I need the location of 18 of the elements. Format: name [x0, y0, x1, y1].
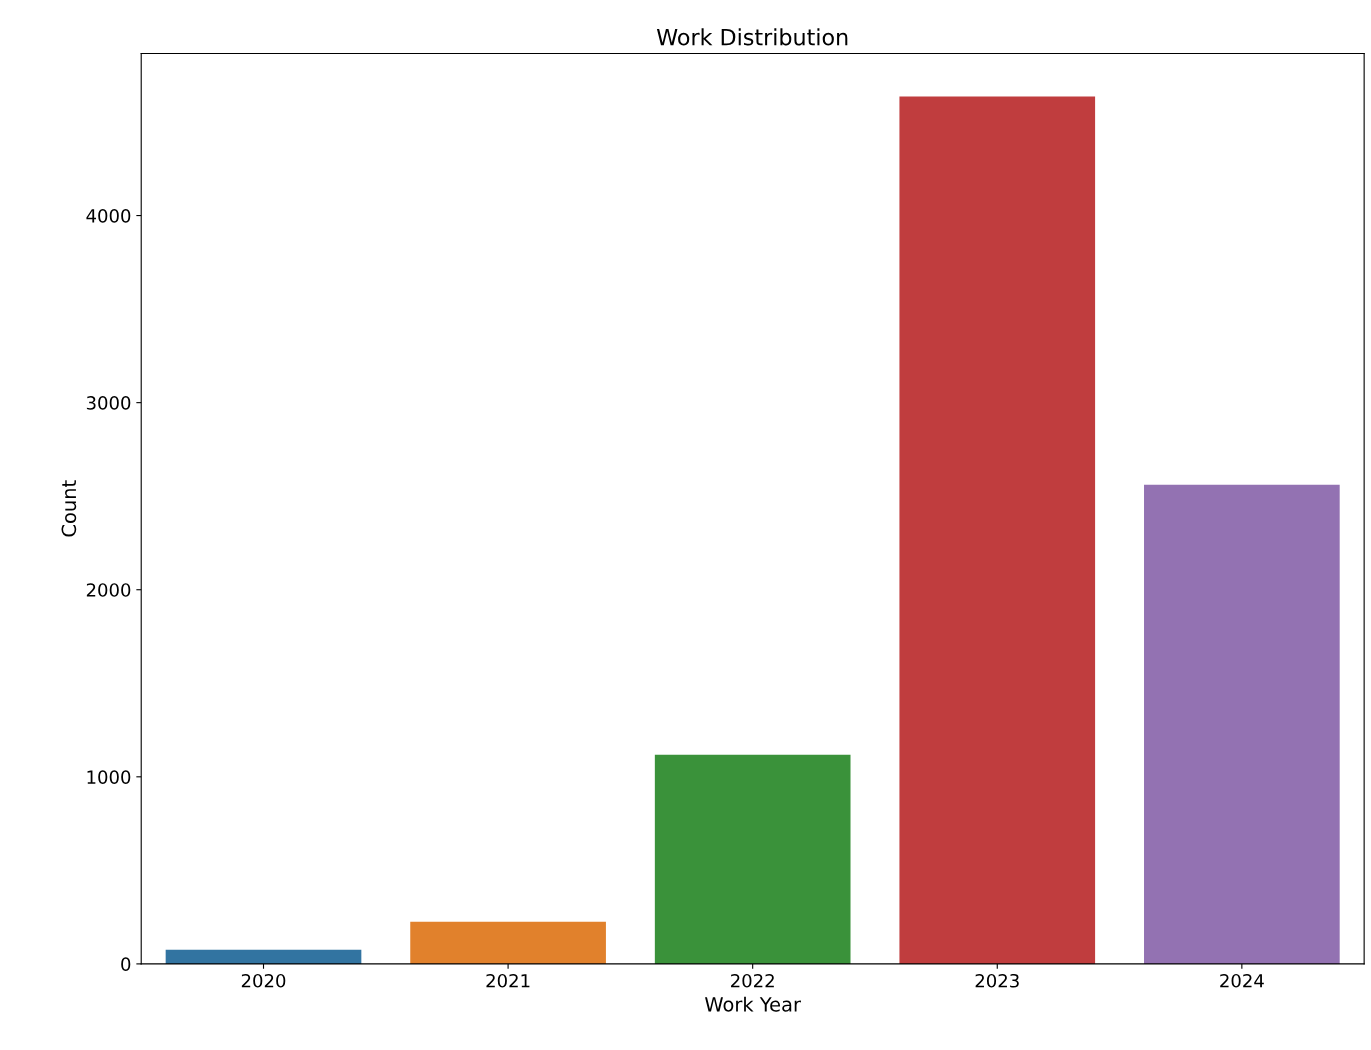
x-tick-label: 2024 — [1220, 973, 1264, 988]
x-tick-label: 2021 — [486, 973, 530, 988]
x-tick-label: 2020 — [241, 973, 286, 988]
x-tick-label: 2023 — [975, 973, 1019, 988]
y-tick-label: 2000 — [86, 583, 131, 597]
y-axis-title: Count — [61, 480, 77, 537]
bar — [899, 96, 1096, 964]
bar — [1144, 484, 1340, 964]
chart-title: Work Distribution — [656, 28, 848, 46]
y-tick-label: 4000 — [86, 209, 131, 223]
bar — [410, 921, 606, 964]
y-tick-label: 0 — [121, 957, 131, 972]
x-axis-title: Work Year — [705, 996, 801, 1012]
bar — [654, 754, 851, 964]
y-tick-label: 1000 — [87, 770, 131, 784]
bar — [165, 949, 362, 964]
x-tick-label: 2022 — [731, 973, 774, 988]
y-tick-label: 3000 — [86, 396, 131, 410]
